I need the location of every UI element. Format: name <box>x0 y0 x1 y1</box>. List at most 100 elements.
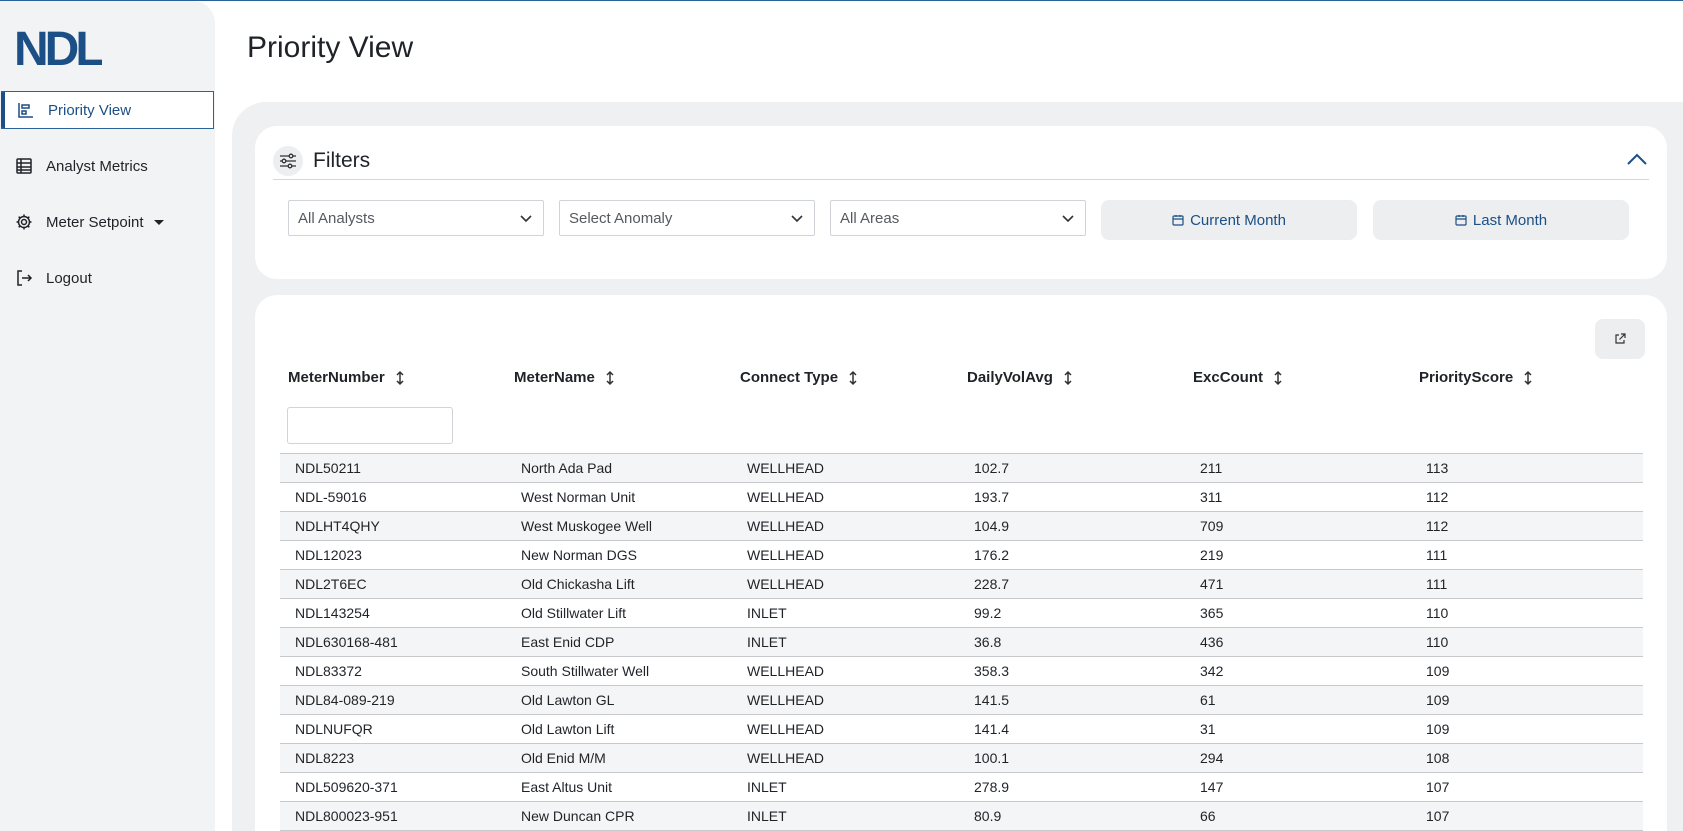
column-header-connect-type[interactable]: Connect Type <box>740 369 858 386</box>
meternumber-cell: NDL8223 <box>295 750 355 766</box>
exccount-cell: 365 <box>1200 605 1224 621</box>
filters-title: Filters <box>313 148 371 172</box>
connect-type-cell: INLET <box>747 779 787 795</box>
ndl-logo: NDL <box>14 25 102 69</box>
priorityscore-cell: 109 <box>1426 692 1450 708</box>
column-label: PriorityScore <box>1419 369 1514 386</box>
sidebar-item-logout[interactable]: Logout <box>0 259 215 297</box>
exccount-cell: 342 <box>1200 663 1224 679</box>
priorityscore-cell: 110 <box>1426 634 1449 650</box>
chevron-up-icon[interactable] <box>1625 150 1649 170</box>
dailyvolavg-cell: 278.9 <box>974 779 1010 795</box>
meternumber-cell: NDL12023 <box>295 547 362 563</box>
anomaly-select[interactable]: Select Anomaly <box>559 200 815 236</box>
column-header-exccount[interactable]: ExcCount <box>1193 369 1283 386</box>
column-label: Connect Type <box>740 369 839 386</box>
table-row[interactable]: NDL8223 Old Enid M/M WELLHEAD 100.1 294 108 <box>280 744 1643 773</box>
last-month-button[interactable]: Last Month <box>1373 200 1629 240</box>
table-row[interactable]: NDLHT4QHY West Muskogee Well WELLHEAD 104.9… <box>280 512 1643 541</box>
connect-type-cell: WELLHEAD <box>747 663 825 679</box>
connect-type-cell: INLET <box>747 808 787 824</box>
table-row[interactable]: NDL800023-951 New Duncan CPR INLET 80.9 66 10… <box>280 802 1643 831</box>
sidebar-item-label: Priority View <box>48 101 132 119</box>
exccount-cell: 471 <box>1200 576 1224 592</box>
table-row[interactable]: NDL83372 South Stillwater Well WELLHEAD 358… <box>280 657 1643 686</box>
dailyvolavg-cell: 102.7 <box>974 460 1010 476</box>
meternumber-cell: NDL630168-481 <box>295 634 398 650</box>
sort-icon <box>1274 370 1282 385</box>
connect-type-cell: WELLHEAD <box>747 692 825 708</box>
meternumber-cell: NDL800023-951 <box>295 808 398 824</box>
table-card: MeterNumber MeterName Connect Type Daily… <box>255 295 1667 831</box>
metername-cell: Old Lawton Lift <box>521 721 615 737</box>
current-month-button[interactable]: Current Month <box>1101 200 1357 240</box>
table-row[interactable]: NDLNUFQR Old Lawton Lift WELLHEAD 141.4 31 10… <box>280 715 1643 744</box>
exccount-cell: 147 <box>1200 779 1224 795</box>
metername-cell: New Norman DGS <box>521 547 637 563</box>
connect-type-cell: WELLHEAD <box>747 547 825 563</box>
table-row[interactable]: NDL630168-481 East Enid CDP INLET 36.8 436 11… <box>280 628 1643 657</box>
table-row[interactable]: NDL143254 Old Stillwater Lift INLET 99.2 365… <box>280 599 1643 628</box>
exccount-cell: 436 <box>1200 634 1224 650</box>
column-header-meternumber[interactable]: MeterNumber <box>288 369 405 386</box>
metername-cell: New Duncan CPR <box>521 808 635 824</box>
priorityscore-cell: 113 <box>1426 460 1449 476</box>
chevron-down-icon <box>1062 215 1074 223</box>
connect-type-cell: WELLHEAD <box>747 721 825 737</box>
caret-down-icon <box>153 219 164 225</box>
filters-header: Filters <box>273 142 1649 180</box>
table-row[interactable]: NDL50211 North Ada Pad WELLHEAD 102.7 211 113 <box>280 454 1643 483</box>
table-row[interactable]: NDL84-089-219 Old Lawton GL WELLHEAD 141.5 6… <box>280 686 1643 715</box>
sidebar-item-analyst-metrics[interactable]: Analyst Metrics <box>0 147 215 185</box>
table-row[interactable]: NDL509620-371 East Altus Unit INLET 278.9 14… <box>280 773 1643 802</box>
exccount-cell: 211 <box>1200 460 1223 476</box>
exccount-cell: 66 <box>1200 808 1216 824</box>
dailyvolavg-cell: 176.2 <box>974 547 1010 563</box>
dailyvolavg-cell: 80.9 <box>974 808 1002 824</box>
connect-type-cell: WELLHEAD <box>747 518 825 534</box>
filter-controls: All Analysts Select Anomaly All Areas Cu… <box>288 200 1645 240</box>
area-select[interactable]: All Areas <box>830 200 1086 236</box>
sidebar-item-priority-view[interactable]: Priority View <box>1 91 214 129</box>
meternumber-cell: NDLNUFQR <box>295 721 373 737</box>
dailyvolavg-cell: 193.7 <box>974 489 1010 505</box>
export-button[interactable] <box>1595 319 1645 359</box>
connect-type-cell: WELLHEAD <box>747 460 825 476</box>
main-panel: Filters All Analysts Select Anomaly All … <box>232 102 1683 831</box>
sort-icon <box>849 370 857 385</box>
sidebar-item-meter-setpoint[interactable]: Meter Setpoint <box>0 203 215 241</box>
area-select-value: All Areas <box>840 209 900 227</box>
connect-type-cell: INLET <box>747 634 787 650</box>
analyst-select[interactable]: All Analysts <box>288 200 544 236</box>
table-row[interactable]: NDL12023 New Norman DGS WELLHEAD 176.2 219 11… <box>280 541 1643 570</box>
metername-cell: North Ada Pad <box>521 460 613 476</box>
priorityscore-cell: 109 <box>1426 721 1450 737</box>
exccount-cell: 709 <box>1200 518 1224 534</box>
metername-cell: East Altus Unit <box>521 779 613 795</box>
column-header-dailyvolavg[interactable]: DailyVolAvg <box>967 369 1073 386</box>
table-row[interactable]: NDL2T6EC Old Chickasha Lift WELLHEAD 228.7 4… <box>280 570 1643 599</box>
exccount-cell: 61 <box>1200 692 1216 708</box>
last-month-label: Last Month <box>1472 211 1548 229</box>
sidebar-nav: Priority View Analyst Metrics Meter Setp… <box>0 91 215 315</box>
priorityscore-cell: 109 <box>1426 663 1450 679</box>
sidebar-item-label: Logout <box>46 269 92 287</box>
metername-cell: West Norman Unit <box>521 489 636 505</box>
connect-type-cell: INLET <box>747 605 787 621</box>
meternumber-cell: NDL84-089-219 <box>295 692 395 708</box>
priorityscore-cell: 111 <box>1426 576 1448 592</box>
priorityscore-cell: 111 <box>1426 547 1448 563</box>
priorityscore-cell: 107 <box>1426 779 1450 795</box>
external-link-icon <box>1615 333 1626 344</box>
page-title: Priority View <box>247 31 414 64</box>
column-label: MeterNumber <box>288 369 385 386</box>
table-icon <box>14 156 34 176</box>
dailyvolavg-cell: 100.1 <box>974 750 1010 766</box>
column-header-metername[interactable]: MeterName <box>514 369 615 386</box>
table-row[interactable]: NDL-59016 West Norman Unit WELLHEAD 193.7 31… <box>280 483 1643 512</box>
meternumber-filter-input[interactable] <box>287 407 453 444</box>
dailyvolavg-cell: 141.5 <box>974 692 1010 708</box>
gear-icon <box>14 212 34 232</box>
svg-text:NDL: NDL <box>14 25 102 69</box>
column-header-priorityscore[interactable]: PriorityScore <box>1419 369 1533 386</box>
